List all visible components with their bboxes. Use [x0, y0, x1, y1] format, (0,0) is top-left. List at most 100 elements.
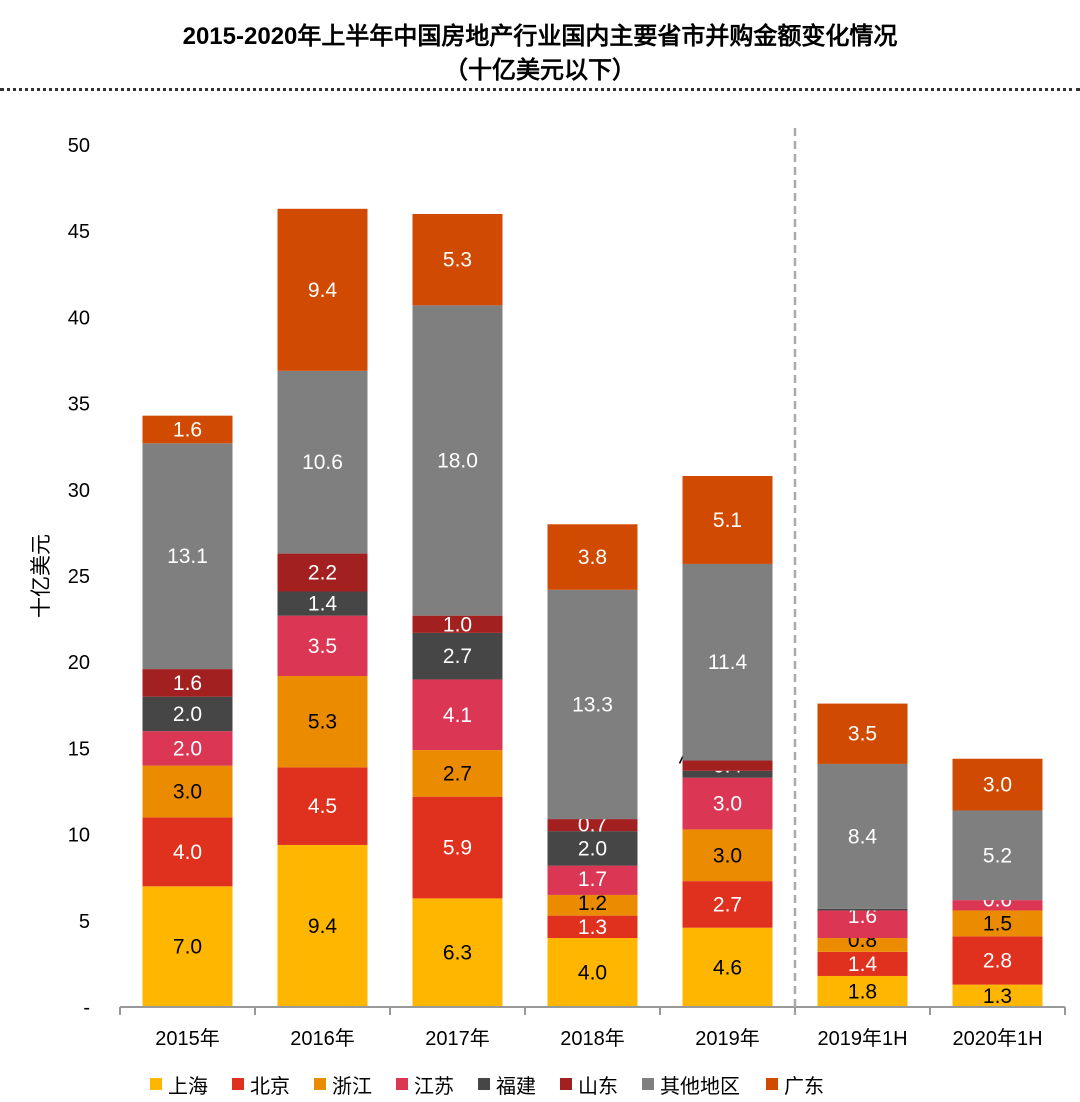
bar-segment: [142, 415, 233, 444]
bar-segment: [817, 975, 908, 1007]
data-label: 2.0: [173, 737, 202, 760]
bar-segment: [952, 984, 1043, 1007]
data-label: 2.2: [308, 562, 337, 585]
bar-segment: [952, 900, 1043, 911]
data-label: 5.3: [308, 711, 337, 734]
bar-segment: [412, 213, 503, 306]
legend-label: 广东: [784, 1075, 824, 1098]
chart-title: 2015-2020年上半年中国房地产行业国内主要省市并购金额变化情况: [182, 23, 898, 50]
data-label: 5.2: [983, 844, 1012, 867]
y-tick-label: 30: [68, 480, 90, 502]
data-label: 7.0: [173, 936, 202, 959]
legend-swatch: [642, 1078, 654, 1090]
data-label: 1.4: [848, 953, 878, 976]
y-tick-label: 35: [68, 394, 90, 416]
y-tick-label: -: [83, 997, 90, 1019]
data-label: 3.0: [983, 774, 1012, 797]
bar-segment: [682, 760, 773, 771]
bar-segment: [277, 370, 368, 554]
legend-label: 其他地区: [660, 1075, 740, 1098]
legend-swatch: [232, 1078, 244, 1090]
bar-segment: [142, 886, 233, 1007]
bar-segment: [682, 881, 773, 928]
data-label: 5.3: [443, 249, 472, 272]
bar-segment: [817, 938, 908, 952]
bar-segment: [682, 476, 773, 564]
y-tick-label: 10: [68, 825, 90, 847]
data-label: 11.4: [708, 651, 748, 674]
data-label: 4.6: [713, 956, 742, 979]
data-label: 2.7: [443, 762, 472, 785]
bar-segment: [277, 615, 368, 676]
legend-label: 上海: [168, 1075, 208, 1098]
bar-segment: [547, 819, 638, 832]
data-label: 1.8: [848, 980, 877, 1003]
x-tick-label: 2018年: [560, 1027, 625, 1050]
legend-swatch: [560, 1078, 572, 1090]
data-label: 2.0: [173, 703, 202, 726]
data-label: 2.7: [713, 893, 742, 916]
bar-segment: [952, 910, 1043, 937]
bar-segment: [412, 632, 503, 680]
data-label: 1.6: [173, 418, 202, 441]
bar-segment: [142, 765, 233, 818]
legend-label: 山东: [578, 1075, 618, 1098]
data-label: 13.3: [572, 693, 613, 716]
data-label: 4.5: [308, 795, 337, 818]
bar-segment: [547, 865, 638, 895]
bar-segment: [412, 750, 503, 797]
data-label: 5.9: [443, 837, 472, 860]
bar-segment: [952, 758, 1043, 811]
bar-segment: [682, 829, 773, 882]
data-label: 2.0: [578, 837, 607, 860]
data-label: 3.0: [713, 844, 742, 867]
bar-segment: [547, 894, 638, 916]
data-label: 0.7: [578, 813, 607, 836]
bar-segment: [682, 927, 773, 1007]
data-label: 3.0: [713, 793, 742, 816]
data-label: 18.0: [437, 449, 478, 472]
legend-label: 江苏: [414, 1075, 454, 1098]
data-label: 5.1: [713, 509, 742, 532]
bar-segment: [277, 844, 368, 1007]
y-tick-label: 15: [68, 738, 90, 760]
bar-segment: [412, 898, 503, 1007]
legend-label: 福建: [496, 1075, 536, 1098]
bar-segment: [547, 915, 638, 939]
y-tick-label: 25: [68, 566, 90, 588]
data-label: 1.4: [308, 593, 338, 616]
bar-segment: [142, 669, 233, 697]
bar-segment: [817, 763, 908, 909]
data-label: 3.8: [578, 546, 607, 569]
bar-segment: [682, 777, 773, 830]
bar-segment: [412, 305, 503, 616]
y-tick-label: 50: [68, 135, 90, 157]
x-tick-label: 2017年: [425, 1027, 490, 1050]
data-label: 13.1: [167, 545, 208, 568]
x-tick-label: 2015年: [155, 1027, 220, 1050]
bar-segment: [412, 615, 503, 633]
data-label: 6.3: [443, 942, 472, 965]
data-label: 1.3: [578, 916, 607, 939]
bar-segment: [142, 443, 233, 670]
x-tick-label: 2019年: [695, 1027, 760, 1050]
data-label: 1.6: [848, 905, 877, 928]
legend-swatch: [478, 1078, 490, 1090]
data-label: 1.7: [578, 868, 607, 891]
bar-segment: [277, 675, 368, 768]
data-label: 3.5: [308, 635, 337, 658]
bar-segment: [817, 908, 908, 911]
bar-segment: [277, 767, 368, 845]
bar-segment: [547, 831, 638, 866]
data-label: 1.3: [983, 985, 1012, 1008]
data-label: 1.2: [578, 892, 607, 915]
data-label: 8.4: [848, 825, 878, 848]
y-tick-label: 5: [79, 911, 90, 933]
bar-segment: [952, 810, 1043, 901]
chart-subtitle: （十亿美元以下）: [444, 57, 636, 84]
y-tick-label: 20: [68, 652, 90, 674]
data-label: 4.1: [443, 704, 472, 727]
data-label: 9.4: [308, 915, 338, 938]
bar-segment: [547, 589, 638, 820]
